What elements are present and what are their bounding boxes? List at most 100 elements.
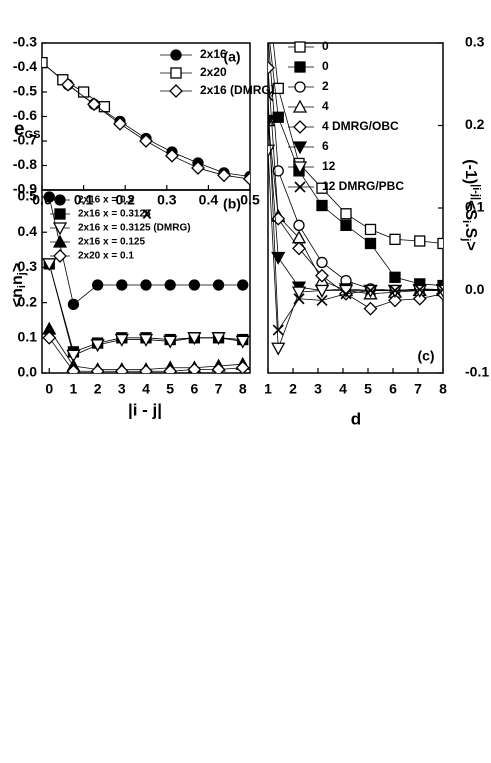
marker: [271, 211, 286, 226]
x-tick-label: 7: [414, 381, 422, 397]
legend-label: 2x16 x = 0.5: [78, 195, 134, 206]
marker: [113, 116, 127, 131]
panel-label: (b): [223, 196, 241, 212]
marker: [437, 284, 443, 296]
y-tick-label: 0.4: [18, 223, 38, 239]
x-tick-label: 1: [264, 381, 272, 397]
marker: [90, 364, 105, 373]
x-tick-label: 0.3: [157, 192, 177, 208]
legend-label: 2x16 x = 0.3125: [78, 209, 151, 220]
marker: [263, 30, 273, 40]
y-axis-title-part: |i-j|: [470, 184, 482, 200]
marker: [293, 219, 305, 231]
marker: [42, 56, 48, 69]
legend-marker: [294, 41, 306, 53]
marker: [90, 339, 105, 353]
y-tick-label: 0.1: [18, 329, 38, 345]
marker: [77, 86, 90, 98]
legend-label: 2x16: [200, 47, 227, 61]
x-tick-label: 0: [45, 381, 53, 397]
y-axis-title-part: j: [16, 272, 28, 276]
y-axis-title-part: (-1): [462, 159, 479, 184]
plot-area: [42, 191, 250, 373]
y-tick-label: 0.3: [18, 258, 38, 274]
x-tick-label: 3: [118, 381, 126, 397]
x-tick-label: 4: [339, 381, 347, 397]
x-tick-label: 6: [389, 381, 397, 397]
x-tick-label: 0.2: [115, 192, 135, 208]
marker: [237, 279, 249, 291]
marker: [316, 256, 328, 269]
y-axis-title-part: <S: [462, 200, 479, 220]
x-axis-title: d: [351, 409, 361, 428]
y-tick-label: -0.3: [13, 34, 37, 50]
marker: [116, 279, 128, 291]
marker: [187, 332, 202, 346]
marker: [291, 286, 307, 300]
marker: [292, 241, 306, 256]
y-axis-title-part: i: [16, 285, 28, 288]
y-tick-label: 0.3: [465, 34, 485, 50]
series-line: [42, 62, 250, 177]
marker: [163, 335, 178, 349]
marker: [316, 199, 328, 212]
y-axis-title-part: GS: [25, 129, 41, 141]
marker: [187, 362, 202, 373]
marker: [235, 335, 250, 349]
legend-label: 0: [322, 59, 329, 73]
plot-area: [42, 56, 250, 186]
y-axis-title: eGS: [14, 119, 40, 141]
marker: [66, 364, 81, 373]
marker: [114, 364, 129, 373]
marker: [263, 22, 273, 32]
y-axis-title: <ninj>: [9, 263, 28, 307]
marker: [340, 208, 352, 220]
legend-marker: [52, 222, 68, 236]
marker: [42, 258, 57, 272]
marker: [268, 90, 274, 102]
marker: [98, 101, 111, 113]
legend-marker: [52, 234, 68, 248]
legend-label: 4 DMRG/OBC: [322, 119, 399, 133]
y-tick-label: 0.1: [465, 199, 485, 215]
x-tick-label: 2: [289, 381, 297, 397]
legend-marker: [292, 141, 308, 155]
y-axis-title: (-1)|i-j|<Si.Sj>: [460, 159, 482, 250]
legend-label: 2x20 x = 0.1: [78, 251, 134, 262]
x-tick-label: 3: [314, 381, 322, 397]
marker: [211, 362, 226, 373]
x-tick-label: 2: [94, 381, 102, 397]
legend-label: 2x20: [200, 65, 227, 79]
marker: [191, 161, 205, 175]
y-tick-label: -0.5: [13, 83, 37, 99]
panel-label: (a): [223, 49, 240, 65]
marker: [316, 294, 328, 306]
x-tick-label: 7: [215, 381, 223, 397]
legend-marker: [292, 99, 308, 113]
marker: [138, 333, 154, 347]
marker: [272, 324, 284, 336]
marker: [364, 237, 377, 250]
x-axis-title: |i - j|: [128, 400, 162, 419]
marker: [363, 301, 378, 316]
plot-area: [263, 22, 443, 356]
marker: [114, 333, 129, 347]
x-tick-label: 5: [166, 381, 174, 397]
marker: [140, 279, 152, 291]
y-tick-label: 0.2: [465, 116, 485, 132]
y-axis-title-part: i: [460, 220, 472, 223]
x-tick-label: 5: [364, 381, 372, 397]
x-tick-label: 0.4: [199, 192, 219, 208]
y-axis-title-part: n: [9, 275, 26, 285]
y-tick-label: 0.5: [18, 188, 38, 204]
legend-label: 12 DMRG/PBC: [322, 179, 404, 193]
legend-marker: [294, 81, 306, 93]
marker: [314, 284, 330, 298]
legend-label: 2: [322, 79, 329, 93]
legend-label: 4: [322, 99, 329, 113]
marker: [389, 233, 401, 246]
y-axis-title-part: >: [9, 263, 26, 272]
marker: [67, 298, 80, 311]
x-tick-label: 0.1: [74, 192, 94, 208]
